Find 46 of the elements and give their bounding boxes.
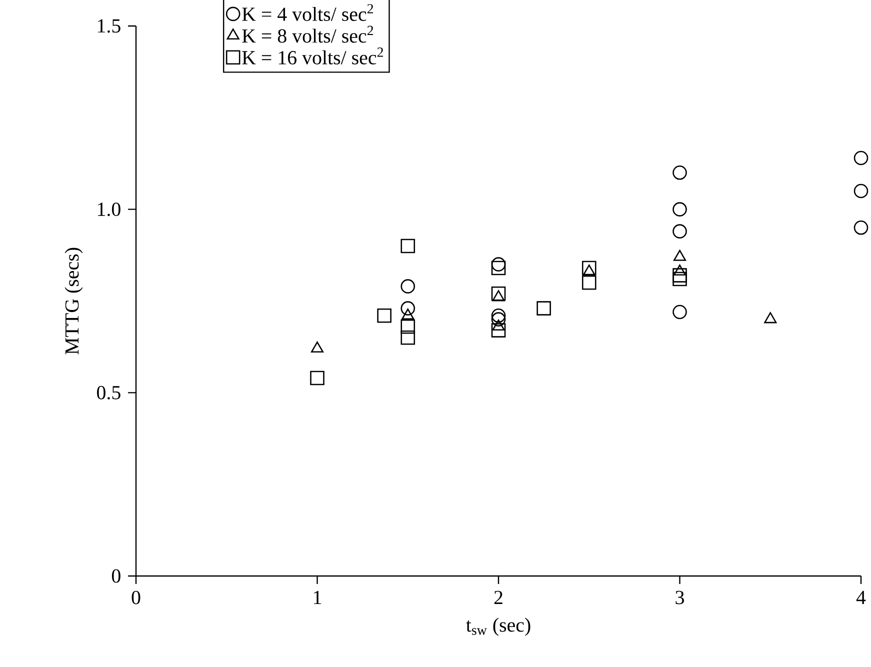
x-tick-label: 3 [676,590,684,604]
x-tick-label: 2 [494,590,502,604]
point [491,323,506,338]
point [491,260,506,276]
legend-label: K = 4 volts/ sec$^{2}$ [242,4,374,21]
point [672,272,687,286]
point [491,308,506,323]
point [310,370,324,386]
point [310,342,324,353]
y-tick-label: 0.5 [97,386,120,400]
point [491,257,506,272]
point [400,301,416,316]
point [672,268,687,282]
x-tick-label: 4 [856,590,866,604]
y-tick-label: 0 [112,569,120,583]
point [400,330,416,345]
point [673,264,686,276]
point [492,320,505,331]
legend-label: K = 16 volts/ sec$^{2}$ [242,48,383,64]
y-tick-label: 1.5 [98,19,120,33]
point [491,286,506,301]
point [854,220,868,235]
point [400,320,416,334]
point [582,260,596,276]
point [672,304,687,320]
point [582,264,596,276]
x-axis-title: t$_{sw}$ (sec) [466,618,530,636]
y-axis-title: MTTG (secs) [64,248,83,354]
legend-label: K = 8 volts/ sec$^{2}$ [242,26,374,43]
point [672,202,687,216]
y-tick-label: 1.0 [98,202,120,216]
point [854,150,868,166]
point [491,312,506,326]
point [400,279,416,294]
point [764,312,777,324]
point [492,290,505,302]
point [582,276,596,290]
point [400,238,416,254]
x-tick-label: 0 [132,590,140,604]
point [854,184,868,198]
point [402,308,414,320]
point [672,166,687,180]
point [536,301,551,316]
point [672,224,687,238]
x-tick-label: 1 [314,590,322,604]
point [377,308,392,323]
